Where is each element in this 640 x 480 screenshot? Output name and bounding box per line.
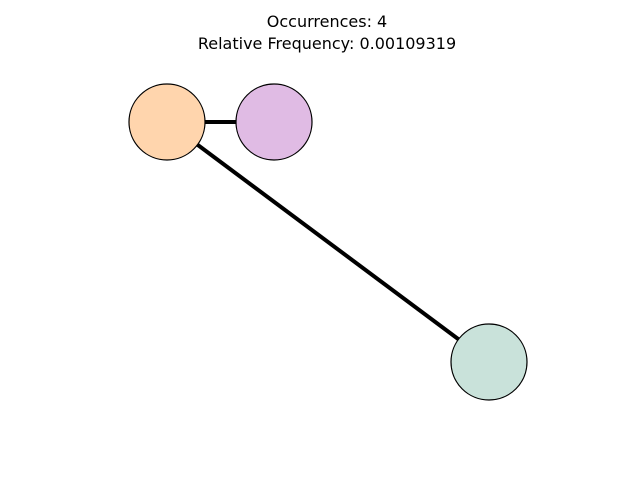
title-occurrences: Occurrences: 4 (266, 12, 388, 31)
node-b (235, 83, 313, 161)
edge-node-a-node-c (165, 120, 491, 364)
title-relative-frequency: Relative Frequency: 0.00109319 (197, 34, 457, 53)
figure-title: Occurrences: 4 Relative Frequency: 0.001… (0, 11, 640, 55)
node-a (128, 83, 206, 161)
node-layer (128, 83, 528, 401)
edge-layer (165, 120, 491, 364)
node-c (450, 323, 528, 401)
